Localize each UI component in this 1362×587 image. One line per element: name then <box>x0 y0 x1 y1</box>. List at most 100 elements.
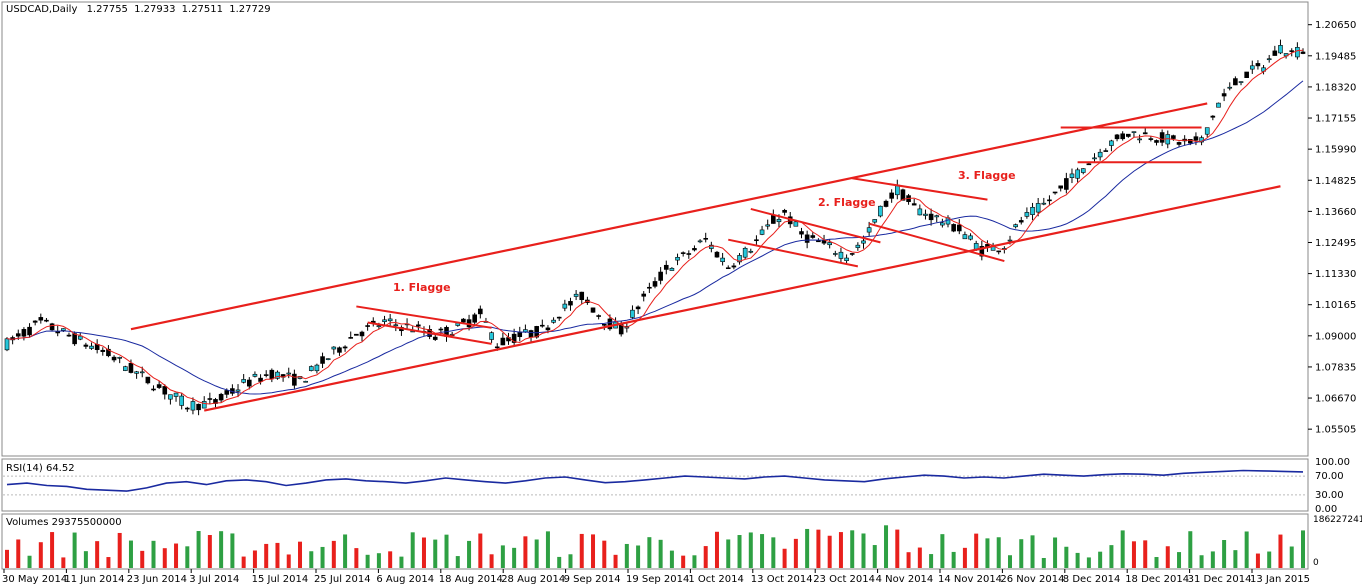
candle-body <box>190 401 196 411</box>
date-tick-label: 30 May 2014 <box>2 574 67 585</box>
date-tick-label: 26 Nov 2014 <box>1000 574 1064 585</box>
candle-body <box>72 333 77 345</box>
candle-body <box>956 224 962 232</box>
candle-body <box>731 265 737 268</box>
volume-bar <box>1188 531 1193 568</box>
candle-body <box>1272 50 1278 56</box>
volume-bar <box>591 534 596 568</box>
candle-body <box>100 349 106 352</box>
date-tick-label: 4 Nov 2014 <box>876 574 934 585</box>
candle-body <box>799 231 804 235</box>
candle-body <box>979 246 985 257</box>
volume-bar <box>455 556 460 568</box>
volume-bar <box>5 549 9 568</box>
date-tick-label: 18 Dec 2014 <box>1125 574 1189 585</box>
volume-bar <box>489 554 494 568</box>
date-tick-label: 25 Jul 2014 <box>314 574 371 585</box>
candle-body <box>1142 132 1148 135</box>
volume-bar <box>354 548 359 568</box>
date-tick-label: 31 Dec 2014 <box>1188 574 1252 585</box>
volume-bar <box>545 531 550 568</box>
candle-body <box>258 377 263 382</box>
candle-body <box>241 379 246 383</box>
price-tick-label: 1.19485 <box>1315 51 1356 62</box>
trend-channel-line <box>203 185 1281 412</box>
date-tick-label: 3 Jul 2014 <box>189 574 239 585</box>
volume-bar <box>1278 534 1283 568</box>
candle-body <box>663 264 669 270</box>
date-tick-label: 19 Sep 2014 <box>626 574 689 585</box>
volume-bar <box>681 555 686 568</box>
candle-body <box>1131 131 1137 133</box>
candle-body <box>1126 133 1131 137</box>
candle-body <box>635 306 641 310</box>
date-tick-label: 13 Jan 2015 <box>1250 574 1310 585</box>
volume-bar <box>748 532 753 568</box>
annotation-flag-3: 3. Flagge <box>958 169 1016 182</box>
volume-bar <box>376 553 381 568</box>
candle-body <box>461 318 466 323</box>
volume-bar <box>1222 540 1227 568</box>
volume-bar <box>895 529 900 568</box>
volume-label: Volumes 29375500000 <box>6 517 122 528</box>
candle-body <box>697 240 703 243</box>
volume-bar <box>1007 555 1012 568</box>
volume-bar <box>50 532 55 568</box>
candle-body <box>325 358 331 360</box>
candle-body <box>748 250 754 253</box>
volume-bar <box>1199 555 1204 568</box>
date-tick-label: 9 Sep 2014 <box>564 574 621 585</box>
candle-body <box>934 215 940 218</box>
candle-body <box>675 256 680 261</box>
candle-body <box>1238 81 1244 83</box>
candle-body <box>382 319 387 322</box>
candle-body <box>1013 224 1018 228</box>
trend-channel-line <box>130 102 1208 331</box>
candle-body <box>1255 63 1261 67</box>
candle-body <box>782 209 787 213</box>
volume-bar <box>207 535 212 568</box>
volume-bar <box>1210 551 1215 568</box>
volume-bar <box>151 540 156 568</box>
candle-body <box>201 401 207 409</box>
candle-body <box>4 338 10 351</box>
volume-bar <box>940 534 945 568</box>
candle-body <box>883 200 889 207</box>
volume-bar <box>557 556 562 568</box>
candle-body <box>528 330 534 338</box>
candle-body <box>156 384 162 388</box>
candle-body <box>224 390 230 395</box>
candle-body <box>630 309 635 318</box>
volume-bar <box>884 525 889 568</box>
volume-bar <box>1267 551 1272 568</box>
candle-body <box>162 386 168 395</box>
volume-zero-tick: 0 <box>1313 558 1319 568</box>
volume-bar <box>1233 550 1238 568</box>
candle-body <box>607 318 613 330</box>
candle-body <box>771 215 776 224</box>
volume-bar <box>410 532 415 568</box>
candle-body <box>416 324 421 327</box>
volume-bar <box>929 554 934 568</box>
candle-body <box>269 369 275 380</box>
volume-bar <box>703 546 708 568</box>
candle-body <box>44 319 49 322</box>
candle-body <box>1024 212 1030 217</box>
volume-bar <box>500 545 505 568</box>
candle-body <box>1092 157 1097 160</box>
date-tick-label: 23 Oct 2014 <box>813 574 875 585</box>
candle-body <box>590 307 596 313</box>
candle-body <box>128 362 134 373</box>
volume-bar <box>602 540 607 568</box>
candle-body <box>1018 220 1024 223</box>
date-tick-label: 11 Jun 2014 <box>64 574 124 585</box>
candle-body <box>207 398 213 400</box>
volume-bar <box>1053 537 1058 568</box>
date-tick-label: 18 Aug 2014 <box>439 574 503 585</box>
candle-body <box>579 291 585 301</box>
volume-bar <box>185 546 190 568</box>
volume-bar <box>264 543 269 568</box>
candle-body <box>106 348 111 357</box>
candle-body <box>320 356 325 364</box>
date-tick-label: 1 Oct 2014 <box>688 574 743 585</box>
